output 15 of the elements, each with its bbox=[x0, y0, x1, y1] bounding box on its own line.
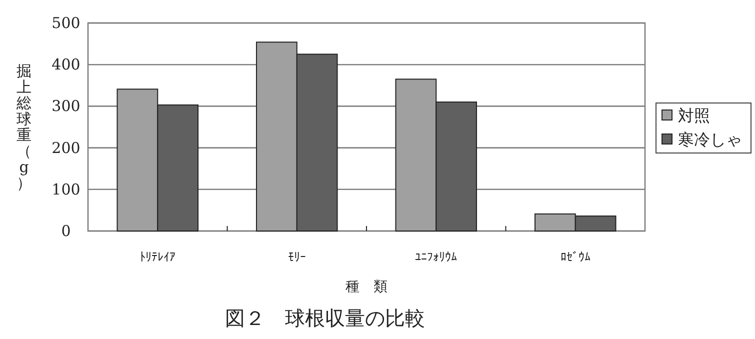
legend-label: 対照 bbox=[678, 106, 710, 125]
text: 図２ 球根収量の比較 bbox=[225, 306, 425, 330]
x-tick-label: ﾓﾘｰ bbox=[288, 250, 306, 264]
legend-label: 寒冷しゃ bbox=[678, 130, 742, 149]
y-axis-title: 掘上総球重（g） bbox=[16, 62, 32, 192]
x-axis-title: 種 類 bbox=[346, 279, 388, 295]
y-tick-label: 500 bbox=[52, 14, 80, 32]
x-tick-label: ﾛｾﾞｳﾑ bbox=[560, 250, 590, 264]
y-tick-label: 0 bbox=[61, 222, 71, 240]
y-tick-label: 300 bbox=[52, 97, 80, 116]
x-tick-label: ﾄﾘﾃﾚｲｱ bbox=[140, 250, 176, 264]
y-tick-label: 100 bbox=[52, 180, 80, 198]
x-tick-label: ﾕﾆﾌｫﾘｳﾑ bbox=[415, 250, 458, 264]
y-tick-label: 200 bbox=[52, 138, 80, 157]
y-tick-label: 400 bbox=[52, 56, 80, 74]
